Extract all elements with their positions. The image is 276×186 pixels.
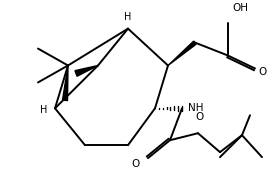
Text: OH: OH <box>232 3 248 13</box>
Polygon shape <box>75 65 98 76</box>
Text: NH: NH <box>188 103 203 113</box>
Text: O: O <box>196 112 204 122</box>
Text: O: O <box>258 68 266 77</box>
Polygon shape <box>168 41 196 65</box>
Text: H: H <box>124 12 132 22</box>
Polygon shape <box>62 65 68 101</box>
Text: O: O <box>132 159 140 169</box>
Text: H: H <box>40 105 48 115</box>
